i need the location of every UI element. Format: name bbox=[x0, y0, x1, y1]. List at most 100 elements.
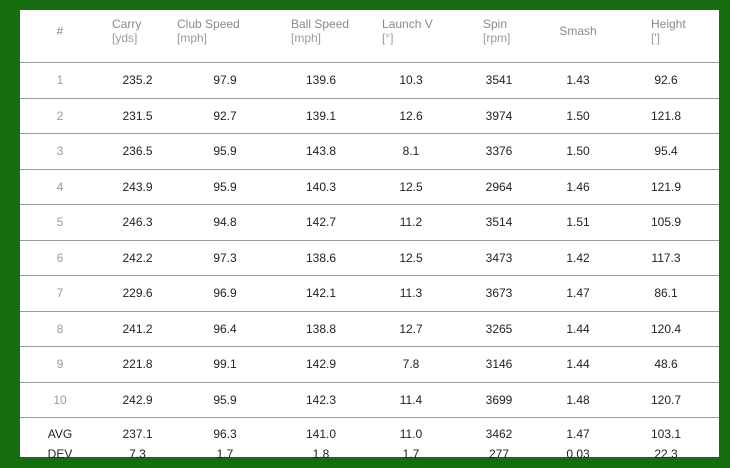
cell-index: 9 bbox=[20, 346, 100, 383]
cell-carry: 229.6 bbox=[100, 275, 175, 312]
header-index: # bbox=[20, 10, 100, 63]
cell-smash: 1.51 bbox=[543, 204, 613, 241]
cell-ball-speed: 138.6 bbox=[275, 240, 367, 276]
cell-height: 121.9 bbox=[613, 169, 719, 205]
summary-height: 103.1 bbox=[650, 427, 682, 441]
deviation-row: DEV 7.3 1.7 1.8 1.7 277 0.03 22.3 bbox=[20, 444, 719, 464]
cell-ball-speed: 142.1 bbox=[275, 275, 367, 312]
table-row: 9 221.8 99.1 142.9 7.8 3146 1.44 48.6 bbox=[20, 346, 719, 383]
cell-height: 105.9 bbox=[613, 204, 719, 241]
cell-club-speed: 97.3 bbox=[175, 240, 275, 276]
summary-launch-v: 1.7 bbox=[402, 447, 420, 461]
cell-club-speed: 92.7 bbox=[175, 98, 275, 134]
table-row: 2 231.5 92.7 139.1 12.6 3974 1.50 121.8 bbox=[20, 98, 719, 134]
cell-ball-speed: 143.8 bbox=[275, 133, 367, 170]
cell-carry: 241.2 bbox=[100, 311, 175, 347]
green-frame: # Carry [yds] Club Speed [mph] Ball Spee… bbox=[6, 5, 724, 463]
cell-height: 95.4 bbox=[613, 133, 719, 170]
cell-height: 86.1 bbox=[613, 275, 719, 312]
cell-smash: 1.47 bbox=[543, 275, 613, 312]
cell-launch-v: 11.4 bbox=[367, 382, 455, 418]
cell-height: 48.6 bbox=[613, 346, 719, 383]
cell-launch-v: 11.3 bbox=[367, 275, 455, 312]
header-ball-speed: Ball Speed [mph] bbox=[275, 10, 367, 63]
cell-index: 10 bbox=[20, 382, 100, 418]
cell-smash: 1.48 bbox=[543, 382, 613, 418]
cell-club-speed: 96.9 bbox=[175, 275, 275, 312]
table-row: 1 235.2 97.9 139.6 10.3 3541 1.43 92.6 bbox=[20, 62, 719, 99]
summary-spin: 277 bbox=[488, 447, 510, 461]
summary-smash: 1.47 bbox=[566, 427, 590, 441]
header-row: # Carry [yds] Club Speed [mph] Ball Spee… bbox=[20, 10, 719, 63]
cell-spin: 3265 bbox=[455, 311, 543, 347]
cell-club-speed: 97.9 bbox=[175, 62, 275, 99]
cell-launch-v: 12.7 bbox=[367, 311, 455, 347]
summary-index: DEV bbox=[47, 447, 73, 461]
cell-index: 4 bbox=[20, 169, 100, 205]
header-club-speed: Club Speed [mph] bbox=[175, 10, 275, 63]
cell-carry: 246.3 bbox=[100, 204, 175, 241]
cell-carry: 235.2 bbox=[100, 62, 175, 99]
cell-launch-v: 12.5 bbox=[367, 240, 455, 276]
cell-index: 6 bbox=[20, 240, 100, 276]
cell-ball-speed: 139.6 bbox=[275, 62, 367, 99]
cell-carry: 242.2 bbox=[100, 240, 175, 276]
cell-launch-v: 11.2 bbox=[367, 204, 455, 241]
cell-ball-speed: 142.3 bbox=[275, 382, 367, 418]
cell-ball-speed: 139.1 bbox=[275, 98, 367, 134]
cell-ball-speed: 138.8 bbox=[275, 311, 367, 347]
cell-spin: 3146 bbox=[455, 346, 543, 383]
table-row: 3 236.5 95.9 143.8 8.1 3376 1.50 95.4 bbox=[20, 133, 719, 170]
summary-launch-v: 11.0 bbox=[399, 427, 423, 441]
cell-index: 2 bbox=[20, 98, 100, 134]
average-row: AVG 237.1 96.3 141.0 11.0 3462 1.47 103.1 bbox=[20, 418, 719, 445]
cell-height: 92.6 bbox=[613, 62, 719, 99]
cell-carry: 231.5 bbox=[100, 98, 175, 134]
cell-index: 7 bbox=[20, 275, 100, 312]
cell-club-speed: 99.1 bbox=[175, 346, 275, 383]
table-row: 7 229.6 96.9 142.1 11.3 3673 1.47 86.1 bbox=[20, 275, 719, 312]
table-row: 10 242.9 95.9 142.3 11.4 3699 1.48 120.7 bbox=[20, 382, 719, 418]
cell-launch-v: 8.1 bbox=[367, 133, 455, 170]
cell-club-speed: 94.8 bbox=[175, 204, 275, 241]
table-row: 8 241.2 96.4 138.8 12.7 3265 1.44 120.4 bbox=[20, 311, 719, 347]
cell-smash: 1.43 bbox=[543, 62, 613, 99]
table-row: 4 243.9 95.9 140.3 12.5 2964 1.46 121.9 bbox=[20, 169, 719, 205]
cell-launch-v: 10.3 bbox=[367, 62, 455, 99]
header-smash: Smash bbox=[543, 10, 613, 63]
summary-ball-speed: 141.0 bbox=[305, 427, 337, 441]
cell-smash: 1.50 bbox=[543, 133, 613, 170]
summary-smash: 0.03 bbox=[566, 447, 590, 461]
header-launch-v: Launch V [°] bbox=[367, 10, 455, 63]
cell-launch-v: 7.8 bbox=[367, 346, 455, 383]
cell-carry: 236.5 bbox=[100, 133, 175, 170]
cell-club-speed: 95.9 bbox=[175, 133, 275, 170]
cell-smash: 1.46 bbox=[543, 169, 613, 205]
summary-carry: 237.1 bbox=[122, 427, 153, 441]
cell-height: 120.4 bbox=[613, 311, 719, 347]
summary-spin: 3462 bbox=[485, 427, 513, 441]
cell-spin: 3673 bbox=[455, 275, 543, 312]
cell-smash: 1.42 bbox=[543, 240, 613, 276]
header-carry: Carry [yds] bbox=[100, 10, 175, 63]
summary-club-speed: 1.7 bbox=[216, 447, 234, 461]
cell-spin: 3514 bbox=[455, 204, 543, 241]
cell-carry: 242.9 bbox=[100, 382, 175, 418]
summary-club-speed: 96.3 bbox=[213, 427, 237, 441]
cell-height: 117.3 bbox=[613, 240, 719, 276]
cell-club-speed: 95.9 bbox=[175, 382, 275, 418]
cell-height: 121.8 bbox=[613, 98, 719, 134]
header-spin: Spin [rpm] bbox=[455, 10, 543, 63]
cell-launch-v: 12.5 bbox=[367, 169, 455, 205]
cell-index: 8 bbox=[20, 311, 100, 347]
table-row: 6 242.2 97.3 138.6 12.5 3473 1.42 117.3 bbox=[20, 240, 719, 276]
cell-club-speed: 95.9 bbox=[175, 169, 275, 205]
cell-index: 3 bbox=[20, 133, 100, 170]
cell-height: 120.7 bbox=[613, 382, 719, 418]
cell-launch-v: 12.6 bbox=[367, 98, 455, 134]
cell-smash: 1.44 bbox=[543, 311, 613, 347]
cell-ball-speed: 142.7 bbox=[275, 204, 367, 241]
cell-spin: 3541 bbox=[455, 62, 543, 99]
cell-smash: 1.50 bbox=[543, 98, 613, 134]
summary-index: AVG bbox=[47, 427, 73, 441]
